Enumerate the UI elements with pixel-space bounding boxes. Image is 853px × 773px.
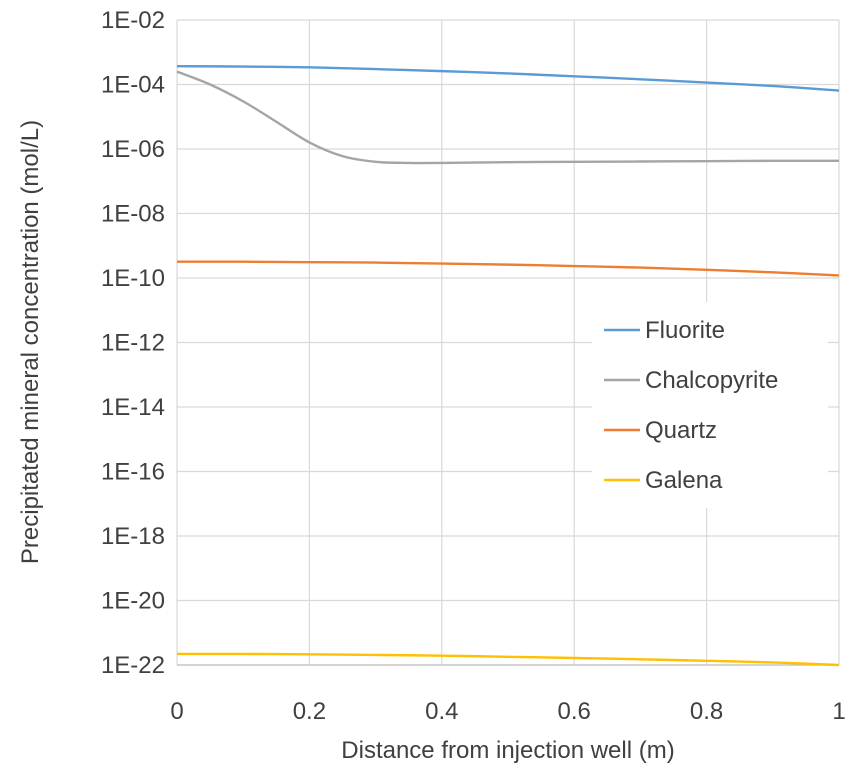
legend-label-fluorite: Fluorite xyxy=(645,317,725,344)
y-tick-label: 1E-18 xyxy=(101,523,165,550)
y-tick-label: 1E-02 xyxy=(101,7,165,34)
x-tick-label: 0.2 xyxy=(293,698,326,725)
series-layer xyxy=(176,64,840,667)
series-line-quartz xyxy=(176,260,840,277)
y-tick-label: 1E-22 xyxy=(101,652,165,679)
legend-label-quartz: Quartz xyxy=(645,417,717,444)
y-tick-label: 1E-14 xyxy=(101,394,165,421)
x-axis-ticks: 0 0.2 0.4 0.6 0.8 1 xyxy=(170,698,845,725)
y-tick-label: 1E-06 xyxy=(101,136,165,163)
series-line-galena xyxy=(176,652,840,667)
x-tick-label: 1 xyxy=(832,698,845,725)
y-axis-ticks: 1E-02 1E-04 1E-06 1E-08 1E-10 1E-12 1E-14 1E-16… xyxy=(101,7,165,679)
legend: Fluorite Chalcopyrite Quartz Galena xyxy=(592,302,828,508)
x-tick-label: 0 xyxy=(170,698,183,725)
series-line-chalcopyrite xyxy=(176,70,840,165)
legend-background xyxy=(592,302,828,508)
legend-label-chalcopyrite: Chalcopyrite xyxy=(645,367,778,394)
x-tick-label: 0.8 xyxy=(690,698,723,725)
y-tick-label: 1E-04 xyxy=(101,72,165,99)
y-tick-label: 1E-20 xyxy=(101,588,165,615)
x-axis-title: Distance from injection well (m) xyxy=(341,737,674,764)
y-tick-label: 1E-16 xyxy=(101,459,165,486)
y-tick-label: 1E-08 xyxy=(101,201,165,228)
y-tick-label: 1E-12 xyxy=(101,330,165,357)
series-line-fluorite xyxy=(176,64,840,92)
y-tick-label: 1E-10 xyxy=(101,265,165,292)
x-tick-label: 0.4 xyxy=(425,698,458,725)
legend-label-galena: Galena xyxy=(645,467,723,494)
y-axis-title: Precipitated mineral concentration (mol/… xyxy=(17,120,44,564)
x-tick-label: 0.6 xyxy=(558,698,591,725)
